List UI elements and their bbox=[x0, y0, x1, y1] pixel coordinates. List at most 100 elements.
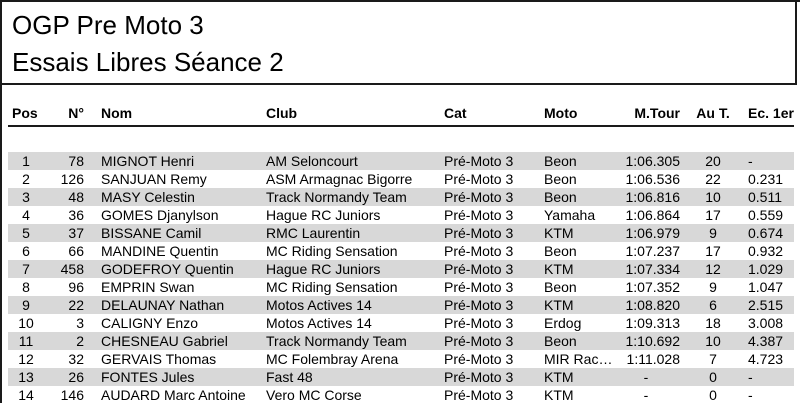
cell-moto: MIR Rac… bbox=[544, 351, 612, 367]
cell-moto: KTM bbox=[544, 261, 574, 277]
cell-cat: Pré-Moto 3 bbox=[444, 351, 514, 367]
table-row: 8 96 EMPRIN Swan MC Riding Sensation Pré-Mot… bbox=[8, 278, 794, 296]
cell-nom: EMPRIN Swan bbox=[101, 279, 195, 295]
column-header-gap-to-first: Ec. 1er bbox=[746, 85, 794, 127]
cell-moto: KTM bbox=[544, 225, 574, 241]
cell-moto: KTM bbox=[544, 297, 574, 313]
cell-nom: GERVAIS Thomas bbox=[101, 351, 217, 367]
page-subtitle: Essais Libres Séance 2 bbox=[12, 47, 284, 77]
table-row: 1 78 MIGNOT Henri AM Seloncourt Pré-Moto 3 Be… bbox=[8, 152, 794, 170]
column-header-number: N° bbox=[44, 85, 84, 127]
cell-nom: SANJUAN Remy bbox=[101, 171, 207, 187]
table-row: 12 32 GERVAIS Thomas MC Folembray Arena Pré-… bbox=[8, 350, 794, 368]
cell-cat: Pré-Moto 3 bbox=[444, 369, 514, 385]
table-row: 3 48 MASY Celestin Track Normandy Team Pré-M… bbox=[8, 188, 794, 206]
cell-moto: KTM bbox=[544, 369, 574, 385]
cell-mtour: - bbox=[643, 387, 649, 403]
cell-aut: 0 bbox=[709, 387, 717, 403]
cell-cat: Pré-Moto 3 bbox=[444, 225, 514, 241]
cell-moto: Beon bbox=[544, 189, 577, 205]
cell-nom: MIGNOT Henri bbox=[101, 153, 195, 169]
cell-pos: 6 bbox=[22, 243, 30, 259]
cell-nom: FONTES Jules bbox=[101, 369, 195, 385]
cell-nom: MASY Celestin bbox=[101, 189, 195, 205]
cell-aut: 20 bbox=[705, 153, 721, 169]
cell-club: Hague RC Juniors bbox=[266, 261, 381, 277]
cell-aut: 17 bbox=[705, 207, 721, 223]
cell-club: Fast 48 bbox=[266, 369, 313, 385]
title-block: OGP Pre Moto 3 Essais Libres Séance 2 bbox=[2, 2, 796, 85]
cell-moto: KTM bbox=[544, 387, 574, 403]
cell-moto: Yamaha bbox=[544, 207, 596, 223]
cell-moto: Beon bbox=[544, 153, 577, 169]
cell-moto: Beon bbox=[544, 171, 577, 187]
cell-num: 2 bbox=[76, 333, 84, 349]
cell-ec: 0.231 bbox=[748, 171, 784, 187]
table-row: 11 2 CHESNEAU Gabriel Track Normandy Team Pr… bbox=[8, 332, 794, 350]
column-header-name: Nom bbox=[84, 85, 254, 127]
cell-ec: 0.674 bbox=[748, 225, 784, 241]
column-header-lap-count: Au T. bbox=[680, 85, 746, 127]
cell-nom: CALIGNY Enzo bbox=[101, 315, 199, 331]
cell-mtour: 1:08.820 bbox=[625, 297, 681, 313]
cell-num: 26 bbox=[68, 369, 84, 385]
cell-nom: BISSANE Camil bbox=[101, 225, 202, 241]
column-header-club: Club bbox=[254, 85, 432, 127]
cell-pos: 8 bbox=[22, 279, 30, 295]
cell-num: 36 bbox=[68, 207, 84, 223]
cell-aut: 12 bbox=[705, 261, 721, 277]
cell-mtour: 1:07.352 bbox=[625, 279, 681, 295]
cell-num: 146 bbox=[60, 387, 84, 403]
cell-club: AM Seloncourt bbox=[266, 153, 358, 169]
cell-mtour: 1:09.313 bbox=[625, 315, 681, 331]
cell-moto: Erdog bbox=[544, 315, 582, 331]
cell-cat: Pré-Moto 3 bbox=[444, 297, 514, 313]
table-header-row: Pos N° Nom Club Cat Moto M.Tour Au T. Ec… bbox=[8, 85, 794, 127]
cell-num: 22 bbox=[68, 297, 84, 313]
cell-aut: 9 bbox=[709, 225, 717, 241]
cell-ec: - bbox=[748, 153, 753, 169]
cell-club: Track Normandy Team bbox=[266, 333, 407, 349]
cell-cat: Pré-Moto 3 bbox=[444, 261, 514, 277]
cell-ec: - bbox=[748, 387, 753, 403]
cell-pos: 5 bbox=[22, 225, 30, 241]
cell-ec: 0.559 bbox=[748, 207, 784, 223]
cell-cat: Pré-Moto 3 bbox=[444, 315, 514, 331]
cell-pos: 11 bbox=[18, 333, 34, 349]
cell-ec: 1.029 bbox=[748, 261, 784, 277]
cell-aut: 9 bbox=[709, 279, 717, 295]
cell-pos: 4 bbox=[22, 207, 30, 223]
cell-pos: 3 bbox=[22, 189, 30, 205]
cell-nom: AUDARD Marc Antoine bbox=[101, 387, 246, 403]
results-table: Pos N° Nom Club Cat Moto M.Tour Au T. Ec… bbox=[8, 85, 794, 403]
cell-club: MC Riding Sensation bbox=[266, 279, 398, 295]
cell-ec: 4.723 bbox=[748, 351, 784, 367]
cell-cat: Pré-Moto 3 bbox=[444, 279, 514, 295]
cell-ec: - bbox=[748, 369, 753, 385]
table-row: 6 66 MANDINE Quentin MC Riding Sensation Pré… bbox=[8, 242, 794, 260]
cell-mtour: 1:07.334 bbox=[625, 261, 681, 277]
table-row: 14 146 AUDARD Marc Antoine Vero MC Corse Pré… bbox=[8, 386, 794, 403]
cell-ec: 2.515 bbox=[748, 297, 784, 313]
cell-pos: 14 bbox=[18, 387, 34, 403]
cell-pos: 7 bbox=[22, 261, 30, 277]
cell-ec: 1.047 bbox=[748, 279, 784, 295]
cell-nom: MANDINE Quentin bbox=[101, 243, 219, 259]
table-row: 7 458 GODEFROY Quentin Hague RC Juniors Pré-… bbox=[8, 260, 794, 278]
table-row: 9 22 DELAUNAY Nathan Motos Actives 14 Pré-Mo… bbox=[8, 296, 794, 314]
cell-cat: Pré-Moto 3 bbox=[444, 207, 514, 223]
cell-num: 3 bbox=[76, 315, 84, 331]
cell-club: MC Folembray Arena bbox=[266, 351, 399, 367]
cell-cat: Pré-Moto 3 bbox=[444, 189, 514, 205]
cell-aut: 10 bbox=[705, 333, 721, 349]
cell-mtour: 1:10.692 bbox=[625, 333, 681, 349]
cell-ec: 3.008 bbox=[748, 315, 784, 331]
table-row: 13 26 FONTES Jules Fast 48 Pré-Moto 3 KTM - 0 - bbox=[8, 368, 794, 386]
column-header-category: Cat bbox=[432, 85, 532, 127]
cell-ec: 0.511 bbox=[748, 189, 782, 205]
cell-ec: 4.387 bbox=[748, 333, 784, 349]
cell-mtour: 1:06.864 bbox=[625, 207, 681, 223]
cell-nom: GOMES Djanylson bbox=[101, 207, 219, 223]
column-header-pos: Pos bbox=[8, 85, 44, 127]
cell-aut: 0 bbox=[709, 369, 717, 385]
